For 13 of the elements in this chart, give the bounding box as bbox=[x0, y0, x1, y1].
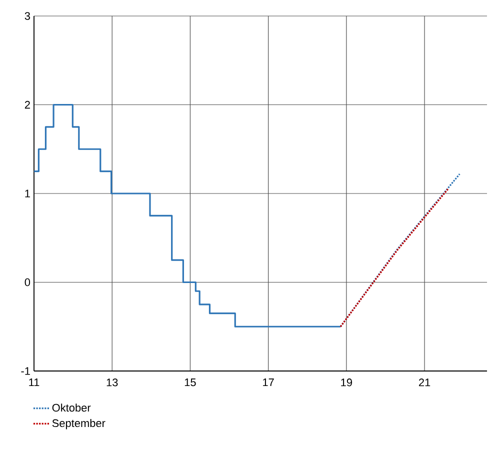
x-tick-label: 17 bbox=[263, 378, 274, 386]
x-tick-label: 15 bbox=[184, 378, 196, 386]
y-tick-label: 1 bbox=[25, 190, 30, 198]
legend-label: Oktober bbox=[52, 404, 91, 412]
y-tick-label: 0 bbox=[24, 278, 30, 286]
x-tick-label: 11 bbox=[29, 378, 40, 386]
y-tick-label: 3 bbox=[24, 12, 30, 20]
x-tick-label: 21 bbox=[418, 378, 430, 386]
y-tick-label: 2 bbox=[24, 100, 30, 109]
legend-label: September bbox=[52, 419, 106, 430]
x-tick-label: 19 bbox=[341, 378, 352, 386]
y-tick-label: -1 bbox=[21, 367, 30, 375]
x-tick-label: 13 bbox=[106, 378, 118, 386]
